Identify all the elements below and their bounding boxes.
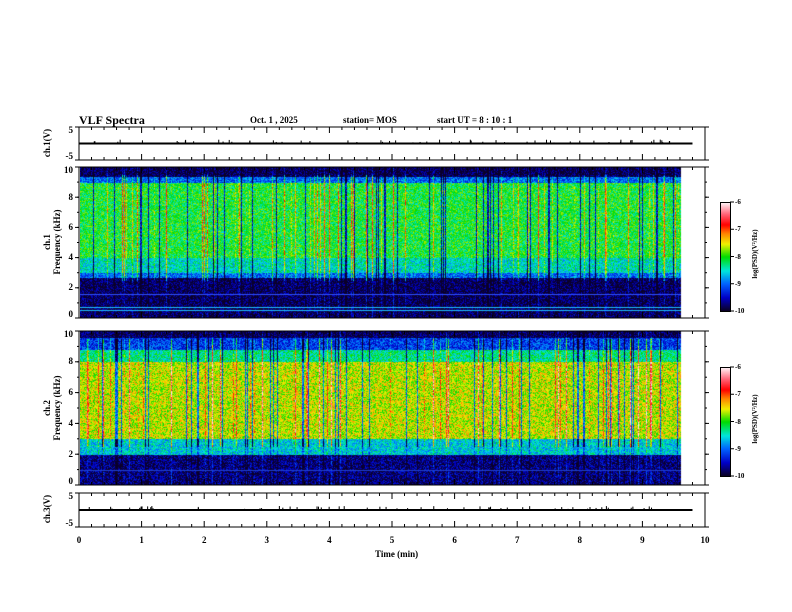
y-tick-label: 2	[68, 448, 74, 459]
y-tick-label: 5	[68, 491, 74, 501]
ch2-spectrogram-image	[80, 331, 693, 485]
date-label: Oct. 1 , 2025	[250, 115, 298, 125]
y-tick-label: -5	[65, 151, 74, 161]
start-ut-label: start UT = 8 : 10 : 1	[437, 115, 513, 125]
figure-title: VLF Spectra	[79, 113, 145, 127]
y-tick-label: 6	[68, 387, 74, 398]
y-tick-label: 2	[68, 282, 74, 293]
x-tick-label: 10	[700, 535, 710, 545]
colorbar-tick-label: -7	[735, 225, 741, 234]
y-tick-label: 4	[68, 252, 74, 263]
colorbar-tick-label: -9	[735, 444, 741, 453]
x-tick-label: 9	[640, 535, 645, 545]
y-tick-label: 5	[68, 125, 74, 135]
x-tick-label: 5	[389, 535, 395, 545]
y-tick-label: 10	[64, 165, 73, 175]
y-tick-label: 10	[64, 329, 73, 339]
colorbar-tick-label: -7	[735, 390, 741, 399]
ch1-spectrogram-image	[80, 167, 693, 318]
y-tick-label: 6	[68, 221, 74, 232]
x-tick-label: 7	[514, 535, 520, 545]
ch1-spectrogram-frame	[78, 166, 706, 319]
ch1-freq-ylabel: ch.1 Frequency (kHz)	[42, 172, 62, 312]
colorbar-tick-label: -6	[735, 363, 741, 371]
x-tick-label: 6	[452, 535, 457, 545]
ch1-freq-label: Frequency (kHz)	[52, 209, 62, 275]
ch1-colorbar-label: log(PSD)(V²/Hz)	[751, 229, 759, 279]
colorbar-tick-label: -10	[735, 472, 745, 480]
ch1-voltage-ylabel: ch.1(V)	[42, 128, 52, 158]
x-tick-label: 2	[201, 535, 207, 545]
y-tick-label: 0	[68, 476, 74, 486]
station-label: station= MOS	[343, 115, 397, 125]
x-tick-label: 4	[327, 535, 332, 545]
ch2-freq-ylabel: ch.2 Frequency (kHz)	[42, 338, 62, 478]
y-tick-label: 8	[68, 356, 74, 367]
colorbar-tick-label: -8	[735, 417, 741, 426]
colorbar-tick-label: -10	[735, 307, 745, 315]
ch2-label: ch.2	[42, 400, 52, 416]
ch1-label: ch.1	[42, 234, 52, 250]
ch2-spectrogram-frame	[78, 330, 706, 486]
colorbar-tick-label: -9	[735, 279, 741, 288]
y-tick-label: 4	[68, 417, 74, 428]
x-tick-label: 8	[577, 535, 583, 545]
x-tick-label: 0	[76, 535, 82, 545]
ch2-colorbar-label: log(PSD)(V²/Hz)	[751, 394, 759, 444]
x-axis-label: Time (min)	[375, 549, 419, 559]
x-tick-label: 1	[139, 535, 144, 545]
y-tick-label: -5	[65, 518, 74, 528]
x-tick-label: 3	[264, 535, 270, 545]
ch3-voltage-ylabel: ch.3(V)	[42, 494, 52, 524]
colorbar-tick-label: -8	[735, 252, 741, 261]
ch2-freq-label: Frequency (kHz)	[52, 375, 62, 441]
y-tick-label: 8	[68, 191, 74, 202]
y-tick-label: 0	[68, 309, 74, 319]
colorbar-tick-label: -6	[735, 198, 741, 206]
